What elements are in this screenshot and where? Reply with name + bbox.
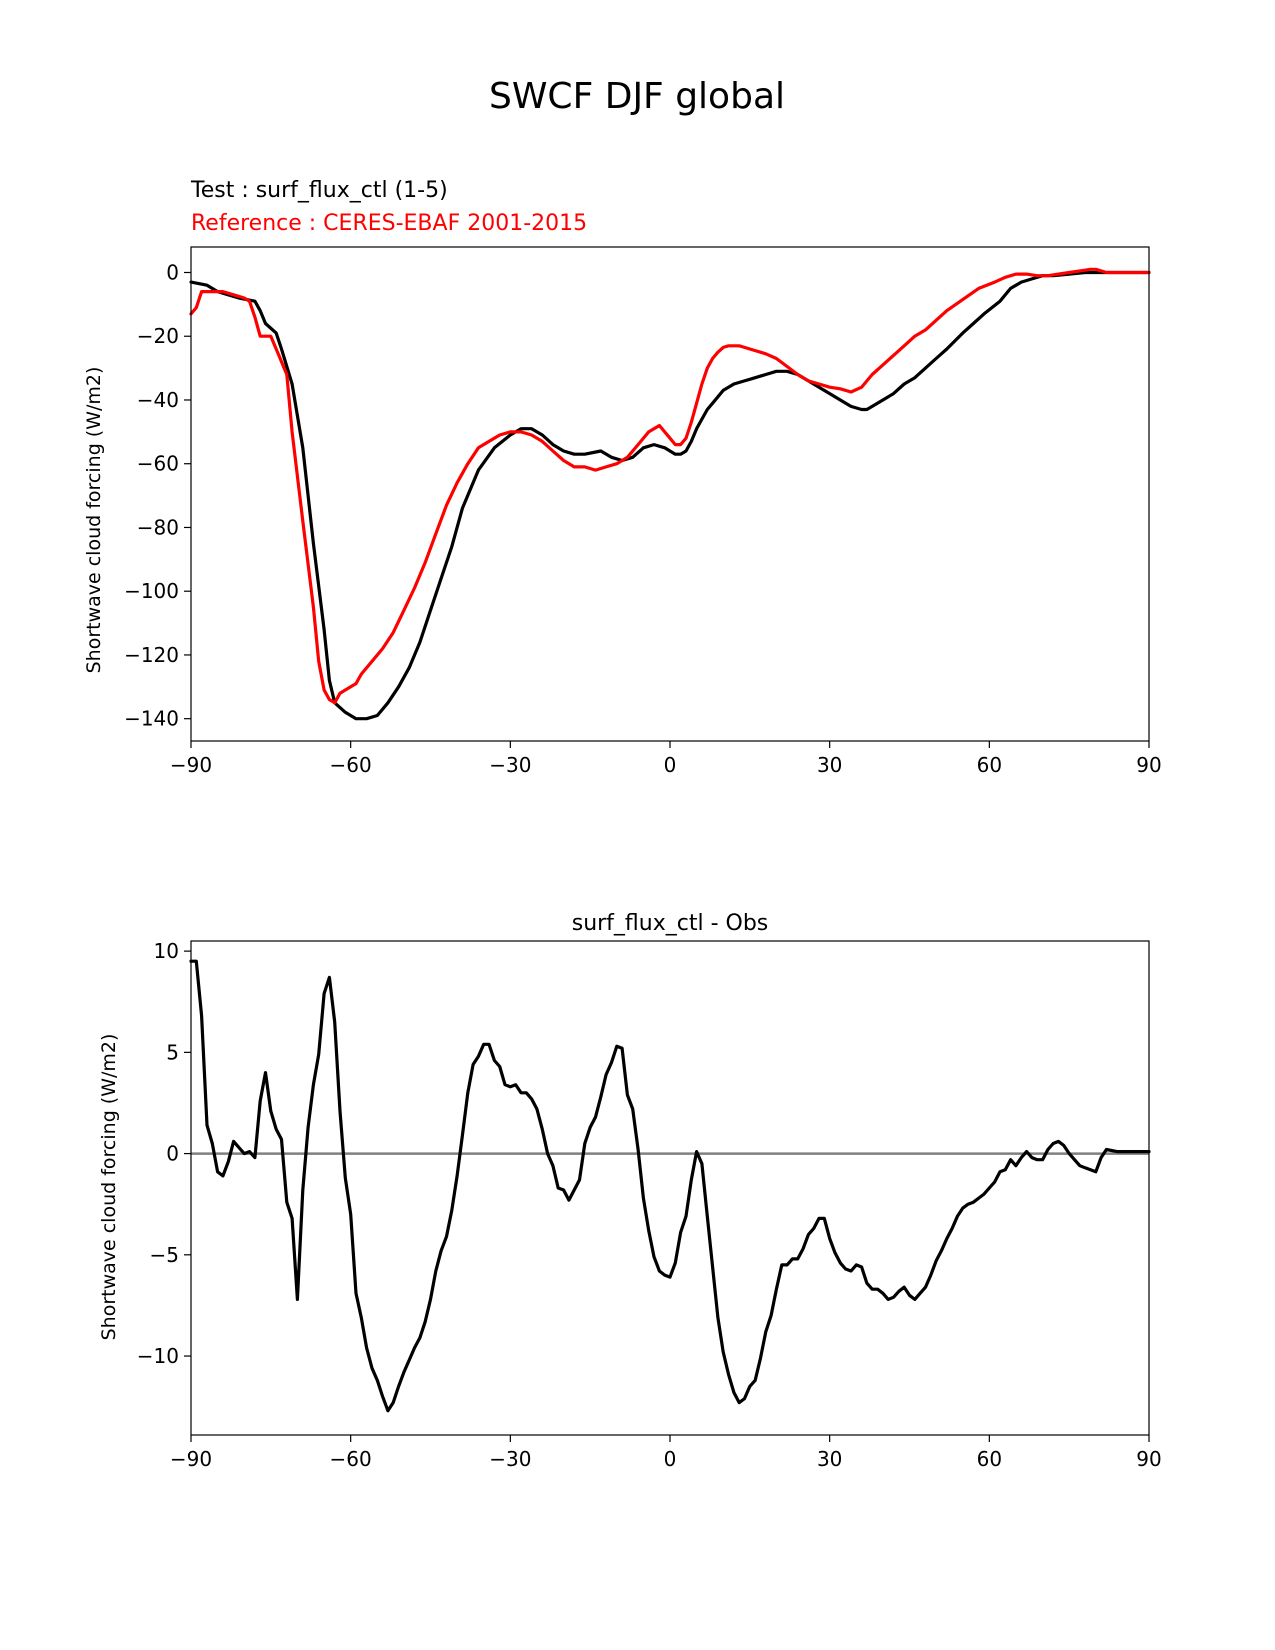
reference-label: Reference : CERES-EBAF 2001-2015 xyxy=(191,211,587,236)
top-ytick-label: −60 xyxy=(137,452,179,476)
bottom-ticks: −90 −60 −30 0 30 60 90 10 5 0 −5 −10 xyxy=(137,939,1162,1471)
bottom-series xyxy=(189,959,1151,1413)
bottom-panel: surf_flux_ctl - Obs Shortwave cloud forc… xyxy=(98,911,1162,1471)
top-series-line-0 xyxy=(189,270,1151,721)
bottom-title: surf_flux_ctl - Obs xyxy=(572,911,769,936)
top-ytick-label: −100 xyxy=(124,579,179,603)
bottom-xtick-label: 0 xyxy=(664,1447,677,1471)
top-ytick-label: 0 xyxy=(166,260,179,284)
bottom-xtick-label: −30 xyxy=(489,1447,531,1471)
top-ytick-label: −20 xyxy=(137,324,179,348)
bottom-ytick-label: 0 xyxy=(166,1142,179,1166)
top-ticks: −90 −60 −30 0 30 60 90 0 −20 −40 −60 −80 −100 −120 −14… xyxy=(124,260,1162,777)
bottom-ytick-label: 10 xyxy=(154,939,179,963)
top-series xyxy=(189,267,1151,721)
bottom-xtick-label: 90 xyxy=(1136,1447,1161,1471)
top-ytick-label: −80 xyxy=(137,515,179,539)
top-xtick-label: 0 xyxy=(664,753,677,777)
bottom-ytick-label: 5 xyxy=(166,1040,179,1064)
top-xtick-label: 90 xyxy=(1136,753,1161,777)
top-panel: Test : surf_flux_ctl (1-5) Reference : C… xyxy=(83,178,1162,777)
top-series-line-1 xyxy=(189,267,1151,705)
bottom-xtick-label: −60 xyxy=(330,1447,372,1471)
bottom-series-line-0 xyxy=(189,959,1151,1413)
bottom-ylabel: Shortwave cloud forcing (W/m2) xyxy=(98,1034,120,1341)
bottom-xtick-label: 30 xyxy=(817,1447,842,1471)
bottom-ytick-label: −5 xyxy=(150,1243,179,1267)
top-xtick-label: 30 xyxy=(817,753,842,777)
top-plot-frame xyxy=(190,246,1150,742)
top-xtick-label: −30 xyxy=(489,753,531,777)
top-xtick-label: 60 xyxy=(977,753,1002,777)
top-ytick-label: −40 xyxy=(137,388,179,412)
top-xtick-label: −60 xyxy=(330,753,372,777)
bottom-xtick-label: −90 xyxy=(170,1447,212,1471)
test-label: Test : surf_flux_ctl (1-5) xyxy=(190,178,448,203)
bottom-ytick-label: −10 xyxy=(137,1344,179,1368)
bottom-xtick-label: 60 xyxy=(977,1447,1002,1471)
figure-title: SWCF DJF global xyxy=(489,76,785,117)
bottom-plot-frame xyxy=(190,940,1150,1436)
top-ytick-label: −140 xyxy=(124,707,179,731)
top-ytick-label: −120 xyxy=(124,643,179,667)
top-ylabel: Shortwave cloud forcing (W/m2) xyxy=(83,367,105,674)
top-xtick-label: −90 xyxy=(170,753,212,777)
